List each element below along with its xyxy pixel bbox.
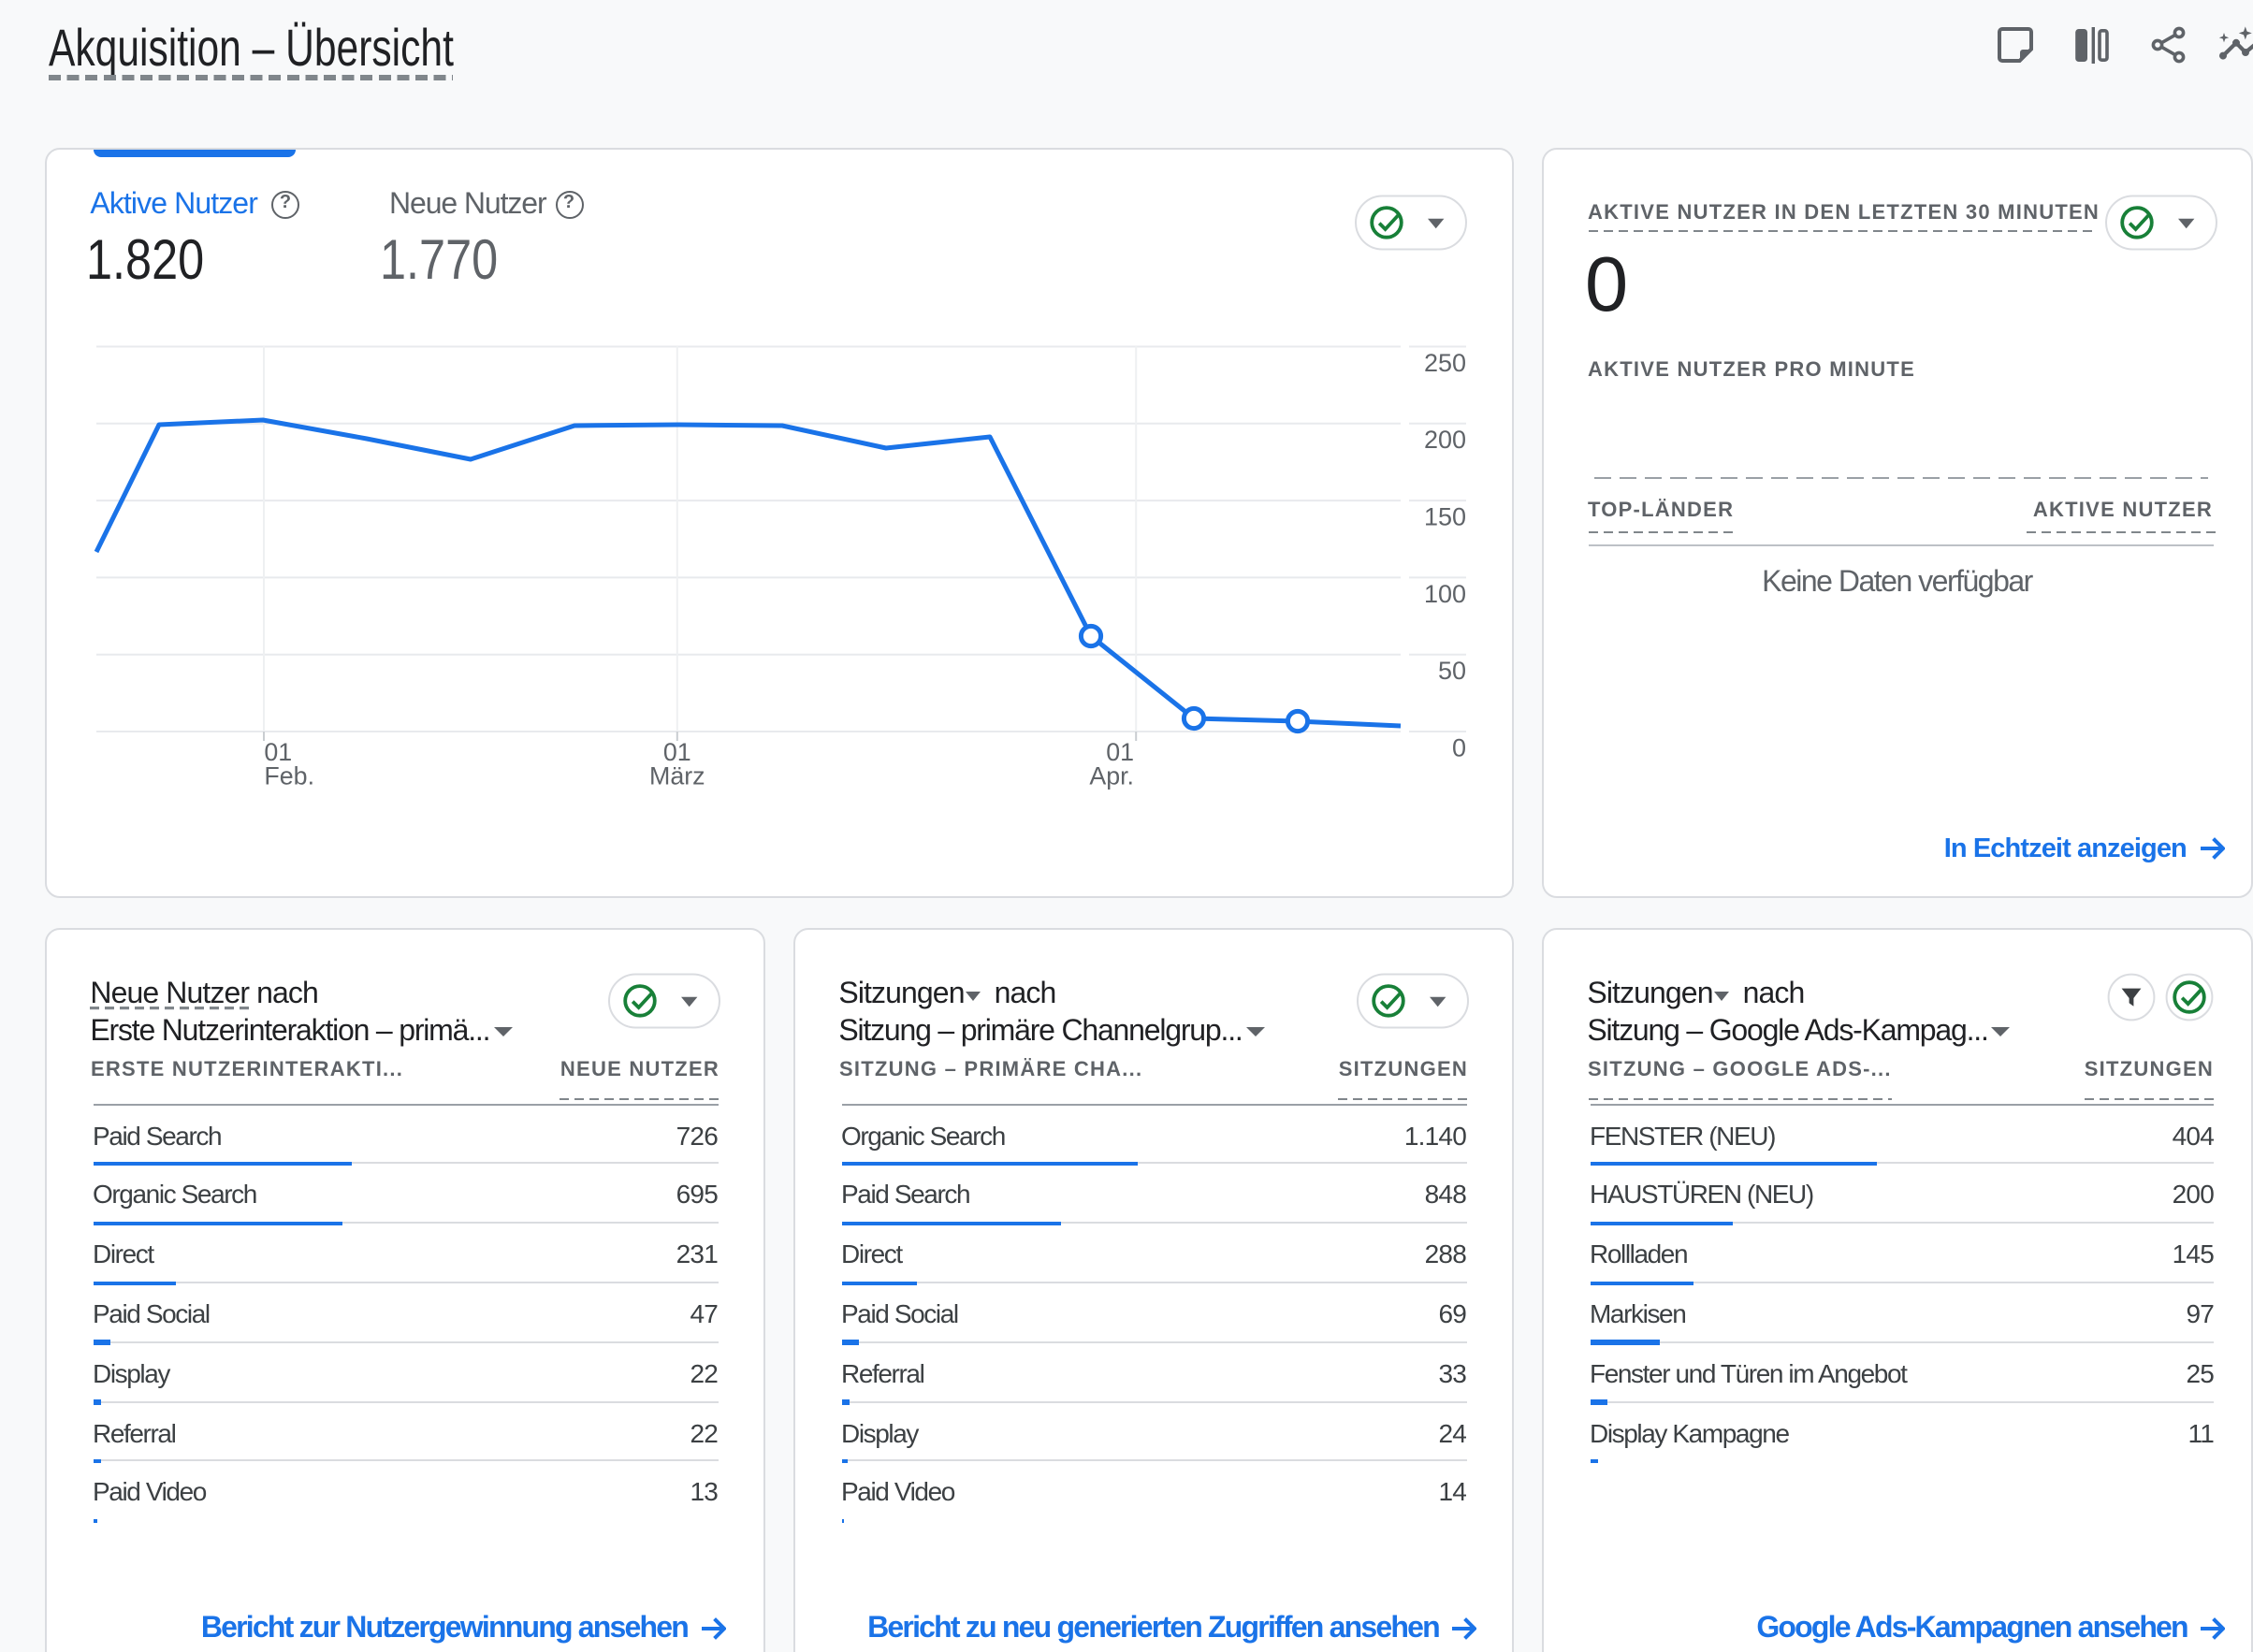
svg-text:März: März [649,761,705,790]
svg-text:200: 200 [1424,426,1466,454]
svg-text:01: 01 [663,738,691,766]
svg-text:0: 0 [1452,733,1466,761]
svg-text:01: 01 [1106,738,1134,766]
svg-text:100: 100 [1424,580,1466,608]
svg-text:01: 01 [264,738,292,766]
svg-text:150: 150 [1424,503,1466,531]
svg-text:50: 50 [1438,657,1466,685]
svg-text:Apr.: Apr. [1089,761,1134,790]
svg-text:Feb.: Feb. [264,761,314,790]
svg-text:250: 250 [1424,349,1466,377]
